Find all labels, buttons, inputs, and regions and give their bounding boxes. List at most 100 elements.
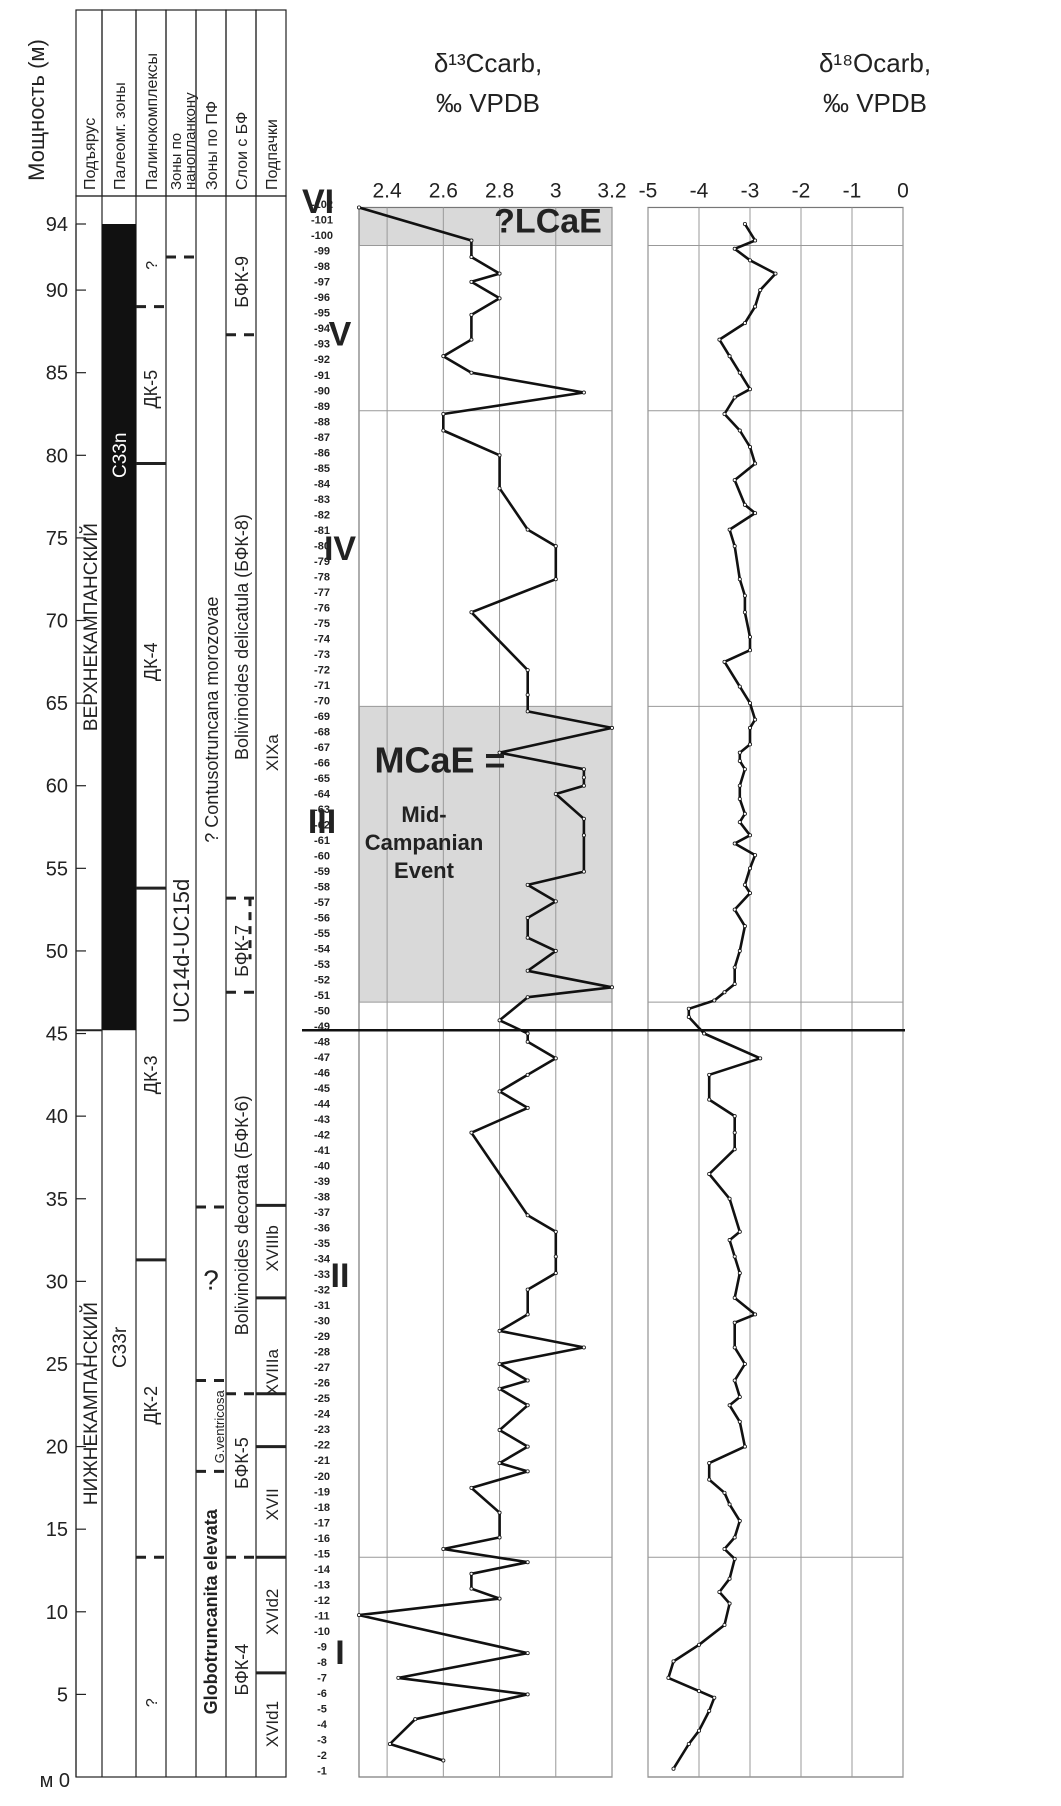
data-point bbox=[748, 387, 753, 392]
sample-label: -12 bbox=[314, 1595, 330, 1607]
data-point bbox=[525, 1444, 530, 1449]
data-point bbox=[707, 1477, 712, 1482]
sample-label: -39 bbox=[314, 1176, 330, 1188]
sample-label: -77 bbox=[314, 587, 330, 599]
data-point bbox=[732, 1556, 737, 1561]
data-point bbox=[732, 1130, 737, 1135]
bf-layer-label: БФК-9 bbox=[232, 256, 252, 308]
palynocomplex-label: ДК-5 bbox=[141, 370, 161, 409]
sample-label: -5 bbox=[317, 1703, 327, 1715]
data-point bbox=[525, 1039, 530, 1044]
sample-label: -78 bbox=[314, 571, 330, 583]
data-point bbox=[525, 527, 530, 532]
depth-tick-label: 35 bbox=[46, 1189, 68, 1211]
subunit-label: XVIIIa bbox=[263, 1349, 282, 1396]
sample-label: -55 bbox=[314, 928, 330, 940]
data-point bbox=[748, 866, 753, 871]
data-point bbox=[722, 1547, 727, 1552]
sample-label: -32 bbox=[314, 1285, 330, 1297]
data-point bbox=[581, 816, 586, 821]
bf-layer-label: Bolivinoides decorata (БФК-6) bbox=[232, 1095, 252, 1335]
sample-label: -13 bbox=[314, 1579, 330, 1591]
data-point bbox=[396, 1675, 401, 1680]
data-point bbox=[356, 1613, 361, 1618]
sample-label: -48 bbox=[314, 1037, 330, 1049]
magnetozone-label: C33r bbox=[110, 1326, 131, 1368]
data-point bbox=[497, 486, 502, 491]
x-tick-label: -4 bbox=[690, 179, 709, 202]
sample-label: -56 bbox=[314, 913, 330, 925]
x-tick-label: -2 bbox=[792, 179, 811, 202]
data-point bbox=[553, 899, 558, 904]
substage-label: НИЖНЕКАМПАНСКИЙ bbox=[80, 1302, 102, 1505]
data-point bbox=[737, 1518, 742, 1523]
sample-label: -17 bbox=[314, 1517, 330, 1529]
sample-label: -30 bbox=[314, 1316, 330, 1328]
magnetozone-label: C33n bbox=[110, 433, 131, 478]
sample-label: -71 bbox=[314, 680, 330, 692]
data-point bbox=[469, 1130, 474, 1135]
data-point bbox=[748, 445, 753, 450]
sample-label: -22 bbox=[314, 1440, 330, 1452]
bf-layer-label: БФК-5 bbox=[232, 1437, 252, 1489]
sample-label: -95 bbox=[314, 308, 330, 320]
subunit-label: XIXa bbox=[263, 734, 282, 771]
data-point bbox=[742, 767, 747, 772]
data-point bbox=[525, 968, 530, 973]
depth-tick-label: 40 bbox=[46, 1106, 68, 1128]
depth-tick-label: 30 bbox=[46, 1271, 68, 1293]
data-point bbox=[671, 1766, 676, 1771]
data-point bbox=[742, 321, 747, 326]
data-point bbox=[469, 610, 474, 615]
x-tick-label: 2.8 bbox=[485, 179, 514, 202]
data-point bbox=[469, 238, 474, 243]
sample-label: -101 bbox=[311, 215, 333, 227]
data-point bbox=[748, 891, 753, 896]
data-point bbox=[748, 258, 753, 263]
sample-label: -65 bbox=[314, 773, 330, 785]
data-point bbox=[525, 935, 530, 940]
data-point bbox=[686, 1006, 691, 1011]
depth-axis-label: Мощность (м) bbox=[24, 39, 49, 181]
sample-label: -34 bbox=[314, 1254, 331, 1266]
sample-label: -51 bbox=[314, 990, 330, 1002]
sample-label: -97 bbox=[314, 277, 330, 289]
data-point bbox=[737, 1271, 742, 1276]
data-point bbox=[469, 1571, 474, 1576]
data-point bbox=[707, 1708, 712, 1713]
data-point bbox=[581, 390, 586, 395]
subunit-label: XVId2 bbox=[263, 1589, 282, 1635]
data-point bbox=[742, 221, 747, 226]
sample-label: -36 bbox=[314, 1223, 330, 1235]
d13c-title-line2: ‰ VPDB bbox=[436, 88, 540, 118]
data-point bbox=[497, 1428, 502, 1433]
sample-label: -25 bbox=[314, 1393, 330, 1405]
data-point bbox=[581, 1345, 586, 1350]
data-point bbox=[737, 1229, 742, 1234]
data-point bbox=[712, 998, 717, 1003]
data-point bbox=[717, 1589, 722, 1594]
sample-label: -29 bbox=[314, 1331, 330, 1343]
data-point bbox=[497, 296, 502, 301]
data-point bbox=[525, 1692, 530, 1697]
data-point bbox=[469, 370, 474, 375]
data-point bbox=[737, 750, 742, 755]
depth-tick-label: 55 bbox=[46, 858, 68, 880]
x-tick-label: -5 bbox=[639, 179, 658, 202]
data-point bbox=[525, 1651, 530, 1656]
data-point bbox=[610, 985, 615, 990]
depth-tick-label: 45 bbox=[46, 1024, 68, 1046]
data-point bbox=[525, 882, 530, 887]
sample-label: -68 bbox=[314, 726, 330, 738]
data-point bbox=[753, 304, 758, 309]
sample-label: -10 bbox=[314, 1626, 330, 1638]
sample-label: -76 bbox=[314, 602, 330, 614]
sample-label: -99 bbox=[314, 246, 330, 258]
palynocomplex-label: ДК-3 bbox=[141, 1056, 161, 1095]
depth-tick-label: 85 bbox=[46, 363, 68, 385]
sample-label: -47 bbox=[314, 1052, 330, 1064]
data-point bbox=[727, 354, 732, 359]
data-point bbox=[753, 511, 758, 516]
sample-label: -81 bbox=[314, 525, 330, 537]
